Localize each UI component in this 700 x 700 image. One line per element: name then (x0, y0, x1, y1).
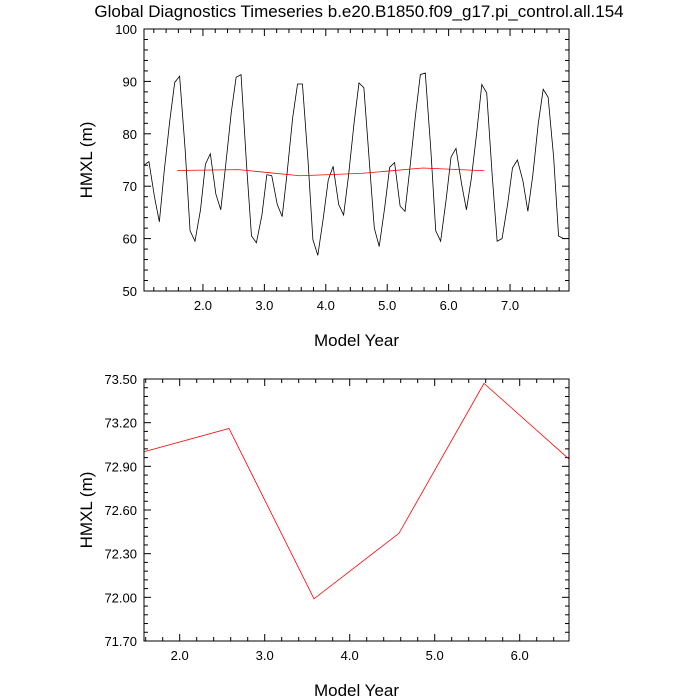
top-panel: 2.0 3.0 4.0 5.0 6.0 7.0 50 60 70 80 90 100 Model Yea… (77, 22, 570, 350)
y-axis-title: HMXL (m) (77, 472, 96, 549)
x-tick-label: 4.0 (317, 298, 335, 313)
x-tick-label: 3.0 (255, 298, 273, 313)
y-tick-label: 73.20 (104, 416, 137, 431)
monthly-series-line (143, 72, 569, 256)
x-tick-label: 7.0 (501, 298, 519, 313)
plot-frame (143, 378, 570, 642)
plot-frame (143, 28, 570, 292)
x-axis-title: Model Year (314, 331, 399, 350)
y-tick-label: 71.70 (104, 634, 137, 649)
x-tick-label: 6.0 (511, 648, 529, 663)
x-tick-label: 5.0 (426, 648, 444, 663)
annual-series-line (177, 167, 485, 177)
x-tick-label: 5.0 (378, 298, 396, 313)
x-tick-label: 2.0 (171, 648, 189, 663)
y-tick-label: 80 (123, 127, 137, 142)
bottom-panel: 2.0 3.0 4.0 5.0 6.0 71.70 72.00 72.30 72.60 72.90… (77, 372, 570, 700)
x-tick-label: 6.0 (440, 298, 458, 313)
y-tick-label: 100 (115, 22, 137, 37)
y-tick-label: 60 (123, 232, 137, 247)
y-tick-label: 72.60 (104, 503, 137, 518)
x-tick-label: 3.0 (256, 648, 274, 663)
figure-title: Global Diagnostics Timeseries b.e20.B185… (94, 2, 623, 21)
x-tick-label: 2.0 (194, 298, 212, 313)
y-tick-label: 70 (123, 179, 137, 194)
x-tick-label: 4.0 (341, 648, 359, 663)
y-tick-label: 72.30 (104, 547, 137, 562)
y-tick-label: 50 (123, 284, 137, 299)
annual-series-line (143, 382, 570, 600)
y-tick-label: 72.90 (104, 459, 137, 474)
y-tick-label: 72.00 (104, 590, 137, 605)
y-tick-label: 90 (123, 74, 137, 89)
y-axis-title: HMXL (m) (77, 122, 96, 199)
x-axis-title: Model Year (314, 681, 399, 700)
y-tick-label: 73.50 (104, 372, 137, 387)
